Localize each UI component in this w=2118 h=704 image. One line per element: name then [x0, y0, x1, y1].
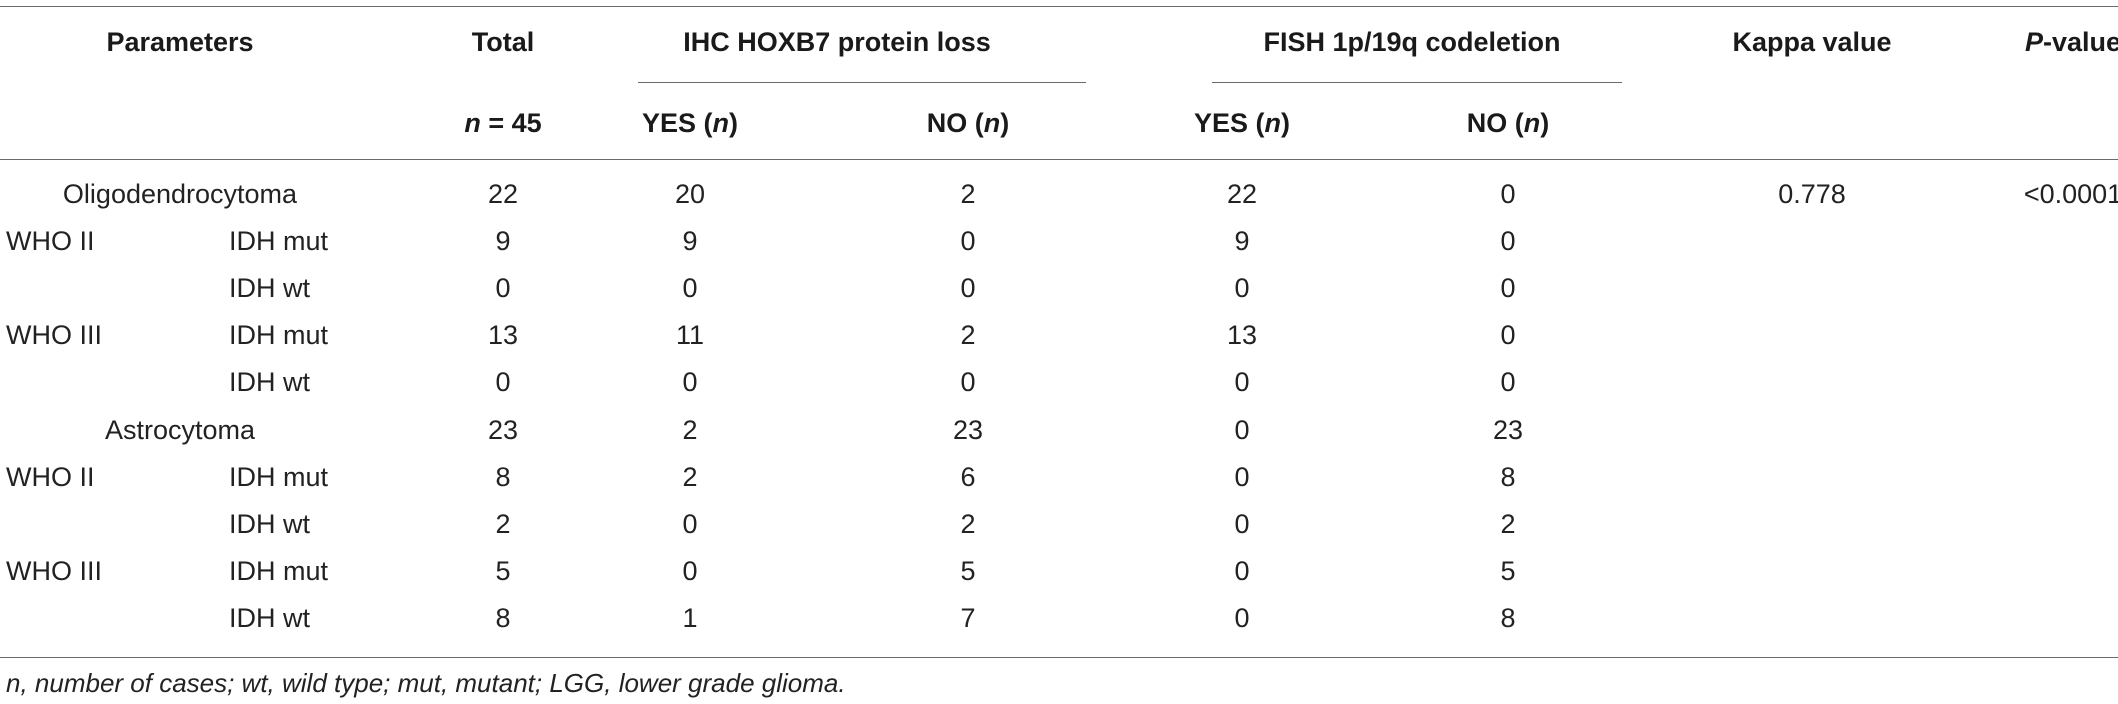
fish-yes-cell: 0 — [1234, 367, 1250, 397]
ihc-no-cell: 2 — [960, 509, 976, 539]
footnote: n, number of cases; wt, wild type; mut, … — [6, 668, 846, 698]
fish-yes-cell: 0 — [1234, 603, 1250, 633]
total-cell: 8 — [495, 603, 511, 633]
fish-yes-cell: 22 — [1226, 179, 1258, 209]
fish-yes-cell: 0 — [1234, 556, 1250, 586]
idh-status-cell: IDH mut — [229, 226, 329, 256]
idh-status-cell: IDH wt — [229, 603, 310, 633]
ihc-no-cell: 5 — [960, 556, 976, 586]
header-parameters: Parameters — [106, 27, 254, 57]
ihc-yes-cell: 11 — [675, 320, 705, 350]
ihc-no-cell: 6 — [960, 462, 976, 492]
ihc-no-cell: 0 — [960, 226, 976, 256]
header-ihc-yes: YES (n) — [641, 108, 739, 138]
idh-status-cell: IDH wt — [229, 367, 310, 397]
ihc-yes-cell: 0 — [682, 509, 698, 539]
header-total-n: n = 45 — [464, 108, 542, 138]
fish-no-cell: 0 — [1500, 367, 1516, 397]
fish-group-rule — [1212, 82, 1622, 83]
header-total: Total — [471, 27, 535, 57]
total-cell: 13 — [487, 320, 519, 350]
idh-status-cell: IDH mut — [229, 556, 329, 586]
header-kappa: Kappa value — [1732, 27, 1892, 57]
fish-no-cell: 0 — [1500, 273, 1516, 303]
ihc-yes-cell: 20 — [674, 179, 706, 209]
fish-no-cell: 23 — [1492, 415, 1524, 445]
top-rule — [0, 6, 2118, 7]
total-cell: 23 — [487, 415, 519, 445]
ihc-no-cell: 0 — [960, 367, 976, 397]
fish-no-cell: 2 — [1500, 509, 1516, 539]
ihc-no-cell: 23 — [952, 415, 984, 445]
idh-status-cell: IDH mut — [229, 462, 329, 492]
idh-status-cell: IDH wt — [229, 509, 310, 539]
idh-status-cell: IDH mut — [229, 320, 329, 350]
fish-no-cell: 8 — [1500, 603, 1516, 633]
fish-yes-cell: 13 — [1226, 320, 1258, 350]
header-fish-yes: YES (n) — [1193, 108, 1291, 138]
ihc-yes-cell: 0 — [682, 556, 698, 586]
total-cell: 0 — [495, 367, 511, 397]
ihc-group-rule — [638, 82, 1086, 83]
fish-no-cell: 8 — [1500, 462, 1516, 492]
fish-yes-cell: 0 — [1234, 509, 1250, 539]
ihc-no-cell: 7 — [960, 603, 976, 633]
ihc-no-cell: 2 — [960, 320, 976, 350]
header-ihc-group: IHC HOXB7 protein loss — [683, 27, 991, 57]
fish-no-cell: 5 — [1500, 556, 1516, 586]
header-rule — [0, 159, 2118, 160]
fish-yes-cell: 0 — [1234, 273, 1250, 303]
total-cell: 0 — [495, 273, 511, 303]
ihc-yes-cell: 0 — [682, 273, 698, 303]
header-fish-group: FISH 1p/19q codeletion — [1263, 27, 1561, 57]
ihc-no-cell: 0 — [960, 273, 976, 303]
header-fish-no: NO (n) — [1466, 108, 1550, 138]
ihc-no-cell: 2 — [960, 179, 976, 209]
fish-yes-cell: 0 — [1234, 462, 1250, 492]
ihc-yes-cell: 9 — [682, 226, 698, 256]
fish-no-cell: 0 — [1500, 226, 1516, 256]
ihc-yes-cell: 2 — [682, 415, 698, 445]
tumor-type-cell: Oligodendrocytoma — [62, 179, 298, 209]
total-cell: 9 — [495, 226, 511, 256]
kappa-cell: 0.778 — [1778, 179, 1846, 209]
who-grade-cell: WHO III — [6, 556, 102, 586]
header-pvalue: P-value — [2024, 27, 2118, 57]
ihc-yes-cell: 2 — [682, 462, 698, 492]
ihc-yes-cell: 1 — [682, 603, 698, 633]
who-grade-cell: WHO II — [6, 462, 95, 492]
tumor-type-cell: Astrocytoma — [104, 415, 256, 445]
total-cell: 5 — [495, 556, 511, 586]
fish-no-cell: 0 — [1500, 179, 1516, 209]
who-grade-cell: WHO III — [6, 320, 102, 350]
header-ihc-no: NO (n) — [926, 108, 1010, 138]
fish-yes-cell: 0 — [1234, 415, 1250, 445]
who-grade-cell: WHO II — [6, 226, 95, 256]
total-cell: 22 — [487, 179, 519, 209]
total-cell: 2 — [495, 509, 511, 539]
fish-yes-cell: 9 — [1234, 226, 1250, 256]
bottom-rule — [0, 657, 2118, 658]
idh-status-cell: IDH wt — [229, 273, 310, 303]
total-cell: 8 — [495, 462, 511, 492]
fish-no-cell: 0 — [1500, 320, 1516, 350]
ihc-yes-cell: 0 — [682, 367, 698, 397]
pvalue-cell: <0.0001 — [2023, 179, 2118, 209]
